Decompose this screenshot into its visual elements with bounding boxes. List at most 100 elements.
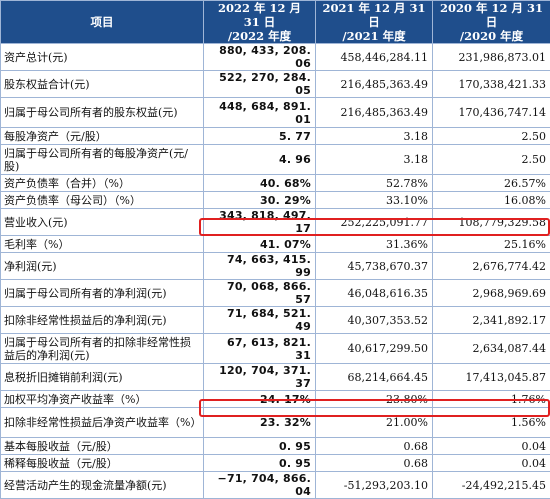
row-label: 归属于母公司所有者的扣除非经常性损益后的净利润(元) [1, 334, 204, 364]
value-2022: 70, 068, 866. 57 [204, 280, 316, 307]
value-2022: 41. 07% [204, 236, 316, 253]
row-label: 稀释每股收益（元/股） [1, 455, 204, 472]
value-2020: 170,436,747.14 [433, 98, 550, 128]
row-label: 加权平均净资产收益率（%） [1, 391, 204, 408]
header-2022: 2022 年 12 月 31 日/2022 年度 [204, 1, 316, 44]
header-row: 项目 2022 年 12 月 31 日/2022 年度 2021 年 12 月 … [1, 1, 550, 44]
value-2021: 40,617,299.50 [316, 334, 433, 364]
row-label: 归属于母公司所有者的净利润(元) [1, 280, 204, 307]
value-2020: 2,676,774.42 [433, 253, 550, 280]
value-2021: 33.10% [316, 192, 433, 209]
table-row: 毛利率（%）41. 07%31.36%25.16% [1, 236, 550, 253]
table-row: 经营活动产生的现金流量净额(元)−71, 704, 866. 04-51,293… [1, 472, 550, 499]
value-2022: 23. 32% [204, 408, 316, 438]
value-2022: 343, 818, 497. 17 [204, 209, 316, 236]
value-2020: 25.16% [433, 236, 550, 253]
header-2021: 2021 年 12 月 31 日/2021 年度 [316, 1, 433, 44]
value-2021: 3.18 [316, 145, 433, 175]
value-2021: -51,293,203.10 [316, 472, 433, 499]
value-2021: 0.68 [316, 438, 433, 455]
value-2021: 40,307,353.52 [316, 307, 433, 334]
value-2021: 46,048,616.35 [316, 280, 433, 307]
value-2021: 216,485,363.49 [316, 71, 433, 98]
table-row: 资产负债率（母公司）（%）30. 29%33.10%16.08% [1, 192, 550, 209]
table-row: 资产负债率（合并）（%）40. 68%52.78%26.57% [1, 175, 550, 192]
value-2022: 71, 684, 521. 49 [204, 307, 316, 334]
value-2022: −71, 704, 866. 04 [204, 472, 316, 499]
row-label: 基本每股收益（元/股） [1, 438, 204, 455]
table-row: 加权平均净资产收益率（%）24. 17%23.80%1.76% [1, 391, 550, 408]
value-2022: 120, 704, 371. 37 [204, 364, 316, 391]
value-2021: 21.00% [316, 408, 433, 438]
value-2021: 45,738,670.37 [316, 253, 433, 280]
row-label: 息税折旧摊销前利润(元) [1, 364, 204, 391]
table-row: 归属于母公司所有者的扣除非经常性损益后的净利润(元)67, 613, 821. … [1, 334, 550, 364]
row-label: 资产负债率（合并）（%） [1, 175, 204, 192]
value-2021: 31.36% [316, 236, 433, 253]
row-label: 扣除非经常性损益后的净利润(元) [1, 307, 204, 334]
value-2022: 448, 684, 891. 01 [204, 98, 316, 128]
value-2022: 880, 433, 208. 06 [204, 44, 316, 71]
row-label: 股东权益合计(元) [1, 71, 204, 98]
row-label: 经营活动产生的现金流量净额(元) [1, 472, 204, 499]
value-2022: 74, 663, 415. 99 [204, 253, 316, 280]
value-2022: 5. 77 [204, 128, 316, 145]
value-2022: 4. 96 [204, 145, 316, 175]
value-2020: 16.08% [433, 192, 550, 209]
row-label: 每股净资产（元/股） [1, 128, 204, 145]
value-2020: 170,338,421.33 [433, 71, 550, 98]
value-2020: 231,986,873.01 [433, 44, 550, 71]
value-2020: 2.50 [433, 145, 550, 175]
value-2020: 1.56% [433, 408, 550, 438]
value-2020: 2,634,087.44 [433, 334, 550, 364]
value-2021: 252,225,091.77 [316, 209, 433, 236]
row-label: 归属于母公司所有者的每股净资产(元/股) [1, 145, 204, 175]
row-label: 扣除非经常性损益后净资产收益率（%） [1, 408, 204, 438]
table-row: 扣除非经常性损益后净资产收益率（%）23. 32%21.00%1.56% [1, 408, 550, 438]
value-2021: 23.80% [316, 391, 433, 408]
value-2020: -24,492,215.45 [433, 472, 550, 499]
value-2022: 24. 17% [204, 391, 316, 408]
row-label: 资产负债率（母公司）（%） [1, 192, 204, 209]
value-2021: 52.78% [316, 175, 433, 192]
value-2020: 17,413,045.87 [433, 364, 550, 391]
row-label: 资产总计(元) [1, 44, 204, 71]
value-2020: 2.50 [433, 128, 550, 145]
value-2022: 67, 613, 821. 31 [204, 334, 316, 364]
header-2020: 2020 年 12 月 31 日/2020 年度 [433, 1, 550, 44]
value-2021: 3.18 [316, 128, 433, 145]
value-2020: 0.04 [433, 455, 550, 472]
row-label: 归属于母公司所有者的股东权益(元) [1, 98, 204, 128]
value-2021: 0.68 [316, 455, 433, 472]
value-2020: 108,779,329.58 [433, 209, 550, 236]
value-2022: 30. 29% [204, 192, 316, 209]
row-label: 净利润(元) [1, 253, 204, 280]
value-2021: 216,485,363.49 [316, 98, 433, 128]
value-2021: 68,214,664.45 [316, 364, 433, 391]
header-item: 项目 [1, 1, 204, 44]
row-label: 毛利率（%） [1, 236, 204, 253]
value-2020: 0.04 [433, 438, 550, 455]
row-label: 营业收入(元) [1, 209, 204, 236]
value-2022: 0. 95 [204, 455, 316, 472]
value-2020: 1.76% [433, 391, 550, 408]
value-2020: 2,968,969.69 [433, 280, 550, 307]
value-2020: 2,341,892.17 [433, 307, 550, 334]
value-2020: 26.57% [433, 175, 550, 192]
value-2022: 40. 68% [204, 175, 316, 192]
value-2021: 458,446,284.11 [316, 44, 433, 71]
value-2022: 522, 270, 284. 05 [204, 71, 316, 98]
value-2022: 0. 95 [204, 438, 316, 455]
